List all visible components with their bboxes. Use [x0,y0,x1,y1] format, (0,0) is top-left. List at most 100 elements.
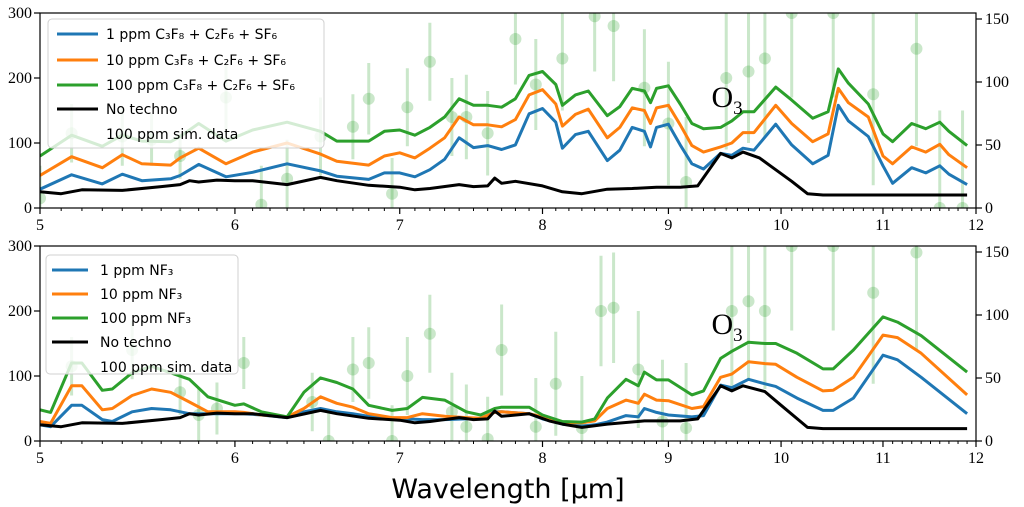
sim-data-point [910,246,923,259]
sim-data-point [362,357,375,369]
legend-label: No techno [100,335,172,351]
series-line-2 [40,315,969,424]
sim-data-point [607,20,620,32]
legend-label: 100 ppm NF₃ [100,311,191,327]
legend-top: 1 ppm C₃F₈ + C₂F₆ + SF₆ 10 ppm C₃F₈ + C₂… [47,18,325,149]
plot-area [40,246,969,441]
legend-frame [45,254,239,375]
legend-label: No techno [106,102,178,118]
sim-data-point [758,305,771,317]
sim-data-point [680,422,693,434]
sim-data-point [529,420,542,433]
sim-data-point [725,305,738,317]
sim-data-point [495,344,508,356]
y-right-tick-label: 0 [985,433,993,450]
sim-data-point [607,301,620,314]
legend-label: 10 ppm C₃F₈ + C₂F₆ + SF₆ [106,53,286,69]
x-axis-label: Wavelength [μm] [391,474,624,505]
legend-bottom: 1 ppm NF₃ 10 ppm NF₃ 100 ppm NF₃ No tech… [45,254,239,376]
sim-data-point [785,13,798,19]
axes-frame [39,245,977,442]
series-line-3 [40,150,968,197]
legend-label: 10 ppm NF₃ [100,287,182,303]
x-tick-label: 5 [36,450,44,467]
x-tick-label: 9 [664,450,672,467]
x-tick-label: 11 [875,450,890,467]
sim-data-point [556,52,569,65]
sim-data-point [281,172,294,185]
x-tick-label: 8 [539,450,547,467]
sim-data-point [785,246,798,252]
sim-data-point [529,78,542,91]
series-line-3 [40,384,968,431]
legend-label: 1 ppm C₃F₈ + C₂F₆ + SF₆ [106,27,278,43]
sim-data-point [910,42,923,55]
sim-data-point [933,202,946,208]
annotation-main: O [712,81,734,114]
y-right-tick-label: 100 [985,307,1009,324]
y-tick-label: 0 [24,433,32,450]
y-tick-label: 300 [8,238,32,255]
sim-data-point [460,420,473,433]
legend-frame [47,18,325,149]
o3-annotation: O3 [712,308,743,346]
sim-data-point [401,370,414,382]
y-right-tick-label: 100 [985,74,1009,91]
legend-label: 100 ppm sim. data [100,360,232,376]
sim-data-point [595,305,608,317]
annotation-subscript: 3 [733,325,743,346]
sim-data-point [867,88,880,101]
sim-data-point [481,433,494,441]
annotation-main: O [712,308,734,341]
x-tick-label: 9 [664,217,672,234]
sim-data-point [322,435,335,441]
sim-data-point [445,405,458,418]
sim-data-point [680,176,693,188]
sim-data-point [346,363,359,376]
sim-data-point [742,65,755,78]
y-right-tick-label: 0 [985,200,993,217]
sim-data-point [742,295,755,308]
x-tick-label: 10 [773,217,789,234]
sim-data-point [255,198,268,208]
y-tick-label: 100 [8,135,32,152]
sim-data-point [867,286,880,299]
sim-data-point [40,192,46,205]
sim-data-point [401,101,414,114]
axes-frame [39,12,977,209]
x-tick-label: 10 [773,450,789,467]
sim-data-point [386,187,399,200]
sim-data-point [386,435,399,441]
legend-label: 100 ppm sim. data [106,127,238,143]
sim-data-point [549,377,562,390]
sim-data-point [481,127,494,140]
sim-data-point [588,13,601,23]
x-tick-label: 7 [396,217,404,234]
sim-data-point [827,13,840,19]
series-line-0 [40,103,968,191]
y-tick-label: 200 [8,303,32,320]
y-right-tick-label: 150 [985,11,1009,28]
sim-data-point [346,120,359,133]
y-right-tick-label: 50 [985,370,1001,387]
x-tick-label: 7 [396,450,404,467]
y-right-tick-label: 50 [985,137,1001,154]
sim-data-point [720,72,733,84]
sim-data-point [423,327,436,340]
y-tick-label: 300 [8,5,32,22]
x-tick-label: 6 [231,450,239,467]
x-tick-label: 6 [231,217,239,234]
sim-data-point [423,55,436,68]
sim-data-point [237,357,250,369]
x-tick-label: 12 [968,450,984,467]
x-tick-label: 11 [875,217,890,234]
o3-annotation: O3 [712,81,743,119]
sim-data-point [758,52,771,65]
sim-data-point [632,363,645,376]
y-tick-label: 100 [8,368,32,385]
y-tick-label: 0 [24,200,32,217]
annotation-subscript: 3 [733,98,743,119]
sim-data-point [956,202,969,208]
